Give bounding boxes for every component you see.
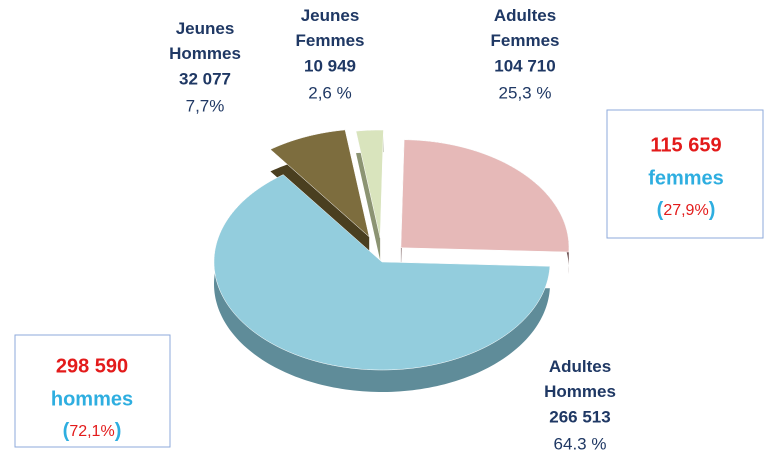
- slice-side: [270, 129, 370, 259]
- slice-label: Jeunes Hommes: [169, 19, 241, 63]
- slice-label-line: Hommes: [544, 382, 616, 401]
- count-label: 32 077: [179, 69, 231, 88]
- slice-label-line: Adultes: [549, 357, 611, 376]
- slice-label-line: Adultes: [494, 6, 556, 25]
- total-count: 115 659: [650, 134, 721, 156]
- total-percent-part: 27,9%: [663, 202, 708, 219]
- slice-label: Jeunes Femmes: [296, 6, 365, 50]
- value-label: 7,7%: [186, 96, 225, 115]
- total-box: [14, 334, 171, 448]
- slice-label-line: Hommes: [169, 44, 241, 63]
- slice: [355, 129, 384, 239]
- slice: [269, 129, 370, 238]
- count-label: 10 949: [304, 56, 356, 75]
- total-percent-part: 72,1%: [69, 423, 114, 440]
- slice: [400, 139, 570, 253]
- slice-label: Adultes Hommes: [544, 357, 616, 401]
- total-percent-part: ): [709, 199, 716, 221]
- value-label: 25,3 %: [499, 83, 552, 102]
- count-label: 266 513: [549, 407, 610, 426]
- count-label: 104 710: [494, 56, 555, 75]
- value-label: 2,6 %: [308, 83, 351, 102]
- total-count: 298 590: [56, 355, 128, 377]
- slice-label-line: Femmes: [491, 31, 560, 50]
- total-name: femmes: [648, 167, 724, 189]
- slice-label-line: Jeunes: [301, 6, 360, 25]
- slice: [213, 174, 551, 371]
- slice-label: Adultes Femmes: [491, 6, 560, 50]
- total-percent: (27,9%): [657, 199, 716, 221]
- total-percent-part: (: [657, 199, 664, 221]
- total-name: hommes: [51, 388, 133, 410]
- total-percent-part: (: [63, 420, 70, 442]
- slice-label-line: Jeunes: [176, 19, 235, 38]
- slice-label-line: Femmes: [296, 31, 365, 50]
- total-percent-part: ): [115, 420, 122, 442]
- total-box: [606, 109, 764, 239]
- total-percent: (72,1%): [63, 420, 122, 442]
- value-label: 64.3 %: [554, 434, 607, 453]
